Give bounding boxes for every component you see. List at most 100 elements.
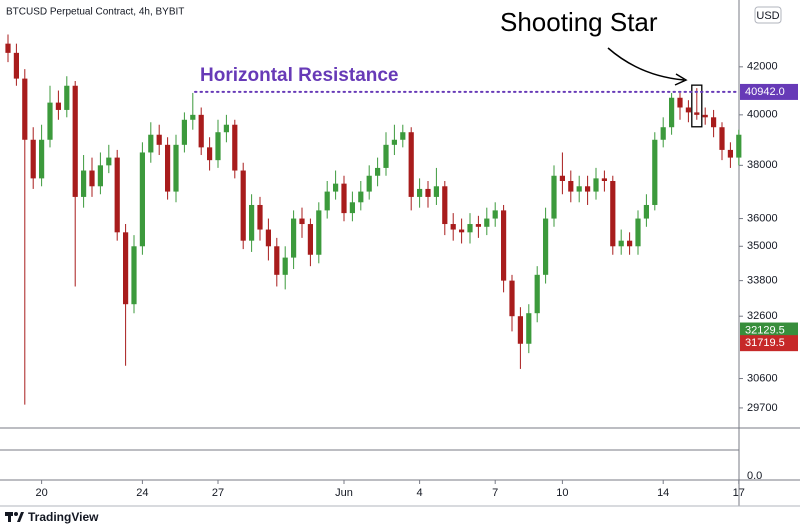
candle-body — [81, 170, 87, 197]
candle-body — [526, 313, 532, 344]
candle-body — [106, 157, 112, 166]
candle-body — [652, 139, 658, 205]
candle-body — [559, 175, 565, 181]
resistance-annotation: Horizontal Resistance — [200, 65, 399, 86]
candle-body — [316, 210, 322, 255]
candle-body — [324, 191, 330, 211]
candle-body — [156, 134, 162, 145]
y-tick-label: 33800 — [747, 275, 778, 287]
candle-body — [425, 188, 431, 197]
candle-body — [719, 127, 725, 150]
y-tick-label: 40000 — [747, 109, 778, 121]
candle-body — [459, 229, 465, 233]
candle-body — [198, 114, 204, 148]
y-tick-label: 38000 — [747, 159, 778, 171]
currency-label: USD — [756, 10, 779, 22]
candle-body — [139, 152, 145, 247]
candle-body — [585, 186, 591, 192]
candle-body — [89, 170, 95, 187]
candle-body — [660, 127, 666, 140]
candle-body — [114, 157, 120, 233]
y-tick-label: 42000 — [747, 61, 778, 73]
candle-body — [190, 114, 196, 120]
candle-body — [383, 144, 389, 168]
candle-body — [366, 175, 372, 192]
candle-body — [442, 186, 448, 225]
candle-body — [677, 97, 683, 108]
candle-body — [391, 139, 397, 145]
x-tick-label: 14 — [657, 487, 669, 499]
x-tick-label: 24 — [136, 487, 148, 499]
candle-body — [467, 224, 473, 233]
candle-body — [30, 139, 36, 179]
candle-body — [484, 218, 490, 227]
candle-body — [22, 78, 28, 140]
candle-body — [282, 257, 288, 275]
pane2-tick-label: 0.0 — [747, 470, 762, 482]
candle-body — [223, 124, 229, 133]
candle-body — [123, 232, 129, 305]
brand-logo — [5, 512, 24, 522]
candle-body — [349, 202, 355, 214]
candle-body — [72, 85, 78, 197]
candle-body — [215, 132, 221, 161]
candle-body — [47, 102, 53, 140]
candle-body — [307, 224, 313, 255]
y-tick-label: 29700 — [747, 402, 778, 414]
x-tick-label: 7 — [492, 487, 498, 499]
candle-body — [627, 240, 633, 247]
candle-body — [601, 178, 607, 181]
candle-body — [165, 144, 171, 192]
candle-body — [534, 274, 540, 314]
candle-body — [568, 180, 574, 192]
candle-body — [727, 149, 733, 158]
candle-body — [265, 229, 271, 247]
candle-body — [13, 52, 19, 79]
candle-body — [593, 178, 599, 192]
candle-body — [694, 112, 700, 115]
candle-body — [5, 43, 11, 53]
candle-body — [333, 183, 339, 192]
candle-body — [475, 224, 481, 227]
candle-body — [341, 183, 347, 214]
arrow-head — [674, 73, 688, 86]
price-label: 31719.5 — [745, 337, 785, 349]
y-tick-label: 32600 — [747, 310, 778, 322]
candle-body — [249, 204, 255, 241]
candle-body — [358, 191, 364, 203]
candle-body — [299, 218, 305, 225]
candle-body — [257, 204, 263, 230]
candle-body — [517, 316, 523, 344]
candle-body — [618, 240, 624, 247]
candle-body — [576, 186, 582, 192]
candle-body — [736, 134, 742, 158]
candle-body — [64, 85, 70, 110]
pattern-annotation: Shooting Star — [500, 7, 658, 37]
candle-body — [643, 204, 649, 219]
annotation-arrow — [607, 47, 685, 81]
candle-body — [543, 218, 549, 275]
candle-body — [39, 139, 45, 179]
candle-body — [635, 218, 641, 247]
candle-body — [702, 114, 708, 118]
candle-body — [181, 119, 187, 145]
x-tick-label: 27 — [212, 487, 224, 499]
candle-body — [450, 224, 456, 230]
candle-body — [400, 132, 406, 140]
chart-title: BTCUSD Perpetual Contract, 4h, BYBIT — [6, 7, 184, 18]
x-tick-label: 20 — [35, 487, 47, 499]
candle-body — [492, 210, 498, 219]
candle-body — [232, 124, 238, 171]
candle-body — [669, 97, 675, 128]
x-tick-label: 4 — [417, 487, 423, 499]
price-label-bg — [740, 335, 798, 352]
candle-body — [131, 246, 137, 305]
candle-body — [274, 246, 280, 275]
candle-body — [55, 102, 61, 110]
candle-body — [509, 280, 515, 317]
plot-layer — [41, 66, 743, 484]
brand-name: TradingView — [28, 510, 99, 524]
candle-body — [97, 165, 103, 187]
candle-body — [148, 134, 154, 153]
candle-body — [408, 132, 414, 197]
